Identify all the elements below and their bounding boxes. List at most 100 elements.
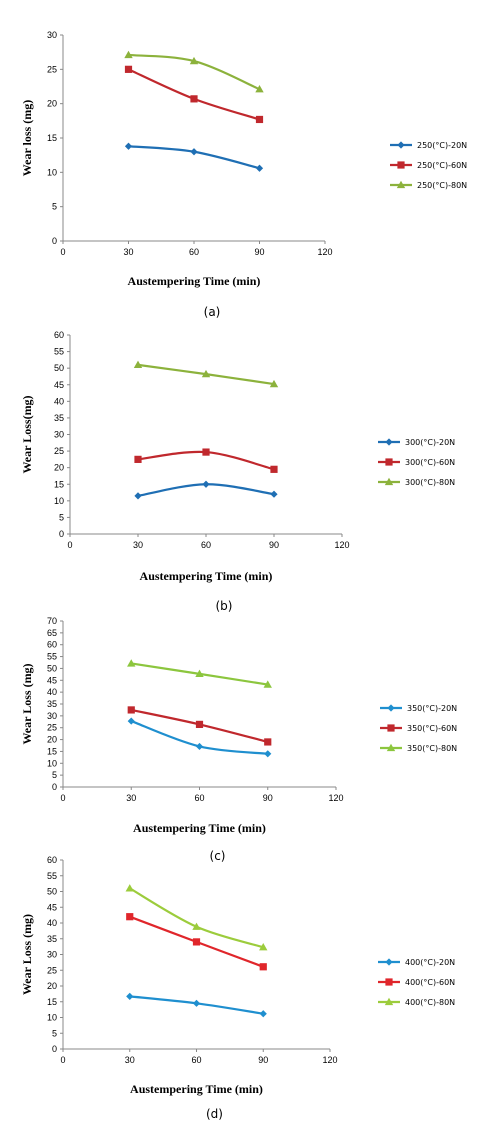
panel-caption: (b) (216, 599, 233, 613)
data-point (126, 913, 134, 921)
legend-label: 350(°C)-80N (407, 744, 457, 753)
data-point (127, 659, 136, 667)
data-point (190, 148, 198, 156)
data-point (202, 480, 210, 488)
data-point (124, 142, 133, 150)
y-tick-label: 50 (47, 663, 57, 673)
y-tick-label: 20 (47, 99, 57, 109)
y-axis-title: Wear loss (mg) (20, 100, 34, 176)
legend-marker (384, 477, 394, 486)
y-tick-label: 10 (47, 758, 57, 768)
y-tick-label: 25 (54, 446, 64, 456)
data-point (264, 738, 272, 746)
data-point (189, 56, 199, 65)
data-point (255, 85, 264, 93)
legend-marker (385, 438, 393, 446)
x-tick-label: 60 (191, 1055, 201, 1065)
chart-panel-4: 0 5 10 15 20 25 30 35 40 45 50 55 60 0 30 60 90 120 Austem… (20, 855, 455, 1121)
data-point (195, 742, 204, 751)
x-axis-title: Austempering Time (min) (128, 274, 261, 288)
y-tick-label: 15 (47, 746, 57, 756)
data-point (269, 379, 279, 388)
y-tick-label: 55 (54, 347, 64, 357)
y-tick-label: 15 (47, 133, 57, 143)
x-tick-label: 90 (258, 1055, 268, 1065)
y-tick-label: 35 (47, 699, 57, 709)
x-tick-label: 30 (126, 793, 136, 803)
y-tick-label: 30 (47, 950, 57, 960)
y-tick-label: 30 (47, 30, 57, 40)
y-tick-label: 40 (47, 687, 57, 697)
x-tick-label: 120 (317, 247, 332, 257)
y-tick-label: 25 (47, 723, 57, 733)
data-point (133, 360, 143, 368)
y-tick-label: 5 (52, 770, 57, 780)
legend-marker (386, 743, 396, 752)
y-tick-label: 65 (47, 628, 57, 638)
chart-panel-2: 0 5 10 15 20 25 30 35 40 45 50 55 60 0 30 60 90 120 Austem… (20, 330, 455, 613)
legend-label: 400(°C)-80N (405, 998, 455, 1007)
x-tick-label: 120 (328, 793, 343, 803)
y-tick-label: 60 (47, 855, 57, 865)
legend-marker (397, 141, 405, 149)
y-tick-label: 60 (47, 640, 57, 650)
y-tick-label: 25 (47, 64, 57, 74)
data-point (192, 922, 201, 930)
data-point (125, 884, 134, 892)
data-point (124, 65, 133, 73)
y-axis-title: Wear Loss (mg) (20, 663, 34, 744)
legend-marker (385, 958, 393, 966)
data-point (195, 669, 204, 678)
x-tick-label: 60 (201, 540, 211, 550)
x-tick-label: 120 (334, 540, 349, 550)
y-tick-label: 15 (47, 997, 57, 1007)
y-tick-label: 0 (52, 1044, 57, 1054)
data-point (259, 963, 267, 971)
x-tick-label: 0 (60, 247, 65, 257)
y-tick-label: 45 (47, 902, 57, 912)
data-point (201, 369, 211, 378)
x-axis-title: Austempering Time (min) (140, 569, 273, 583)
data-point (195, 720, 204, 728)
y-tick-label: 0 (59, 529, 64, 539)
data-point (192, 938, 201, 946)
data-point (255, 115, 264, 124)
data-point (264, 750, 272, 758)
y-tick-label: 20 (47, 735, 57, 745)
data-point (270, 490, 278, 498)
legend-marker (385, 978, 393, 986)
y-tick-label: 0 (52, 782, 57, 792)
y-tick-label: 70 (47, 616, 57, 626)
chart-panel-1: 0 5 10 15 20 25 30 0 30 60 90 120 Austempering Time … (20, 30, 467, 319)
x-tick-label: 30 (123, 247, 133, 257)
legend-label: 300(°C)-20N (405, 438, 455, 447)
x-tick-label: 90 (269, 540, 279, 550)
y-tick-label: 5 (52, 1028, 57, 1038)
y-axis-title: Wear Loss(mg) (20, 395, 34, 473)
y-tick-label: 15 (54, 479, 64, 489)
y-tick-label: 35 (54, 413, 64, 423)
data-point (255, 164, 264, 172)
y-tick-label: 35 (47, 934, 57, 944)
x-tick-label: 30 (125, 1055, 135, 1065)
legend-marker (387, 704, 395, 712)
legend-label: 350(°C)-20N (407, 704, 457, 713)
y-tick-label: 10 (54, 496, 64, 506)
y-tick-label: 40 (54, 396, 64, 406)
data-point (259, 943, 268, 951)
x-axis-title: Austempering Time (min) (133, 821, 266, 835)
y-tick-label: 30 (47, 711, 57, 721)
legend-marker (387, 724, 395, 732)
x-tick-label: 0 (67, 540, 72, 550)
data-point (202, 448, 210, 456)
legend-label: 300(°C)-80N (405, 478, 455, 487)
series-line-2 (128, 68, 260, 121)
legend-label: 250(°C)-60N (417, 161, 467, 170)
y-tick-label: 55 (47, 871, 57, 881)
legend-label: 400(°C)-20N (405, 958, 455, 967)
y-tick-label: 55 (47, 652, 57, 662)
data-point (192, 999, 201, 1007)
data-point (124, 50, 133, 59)
